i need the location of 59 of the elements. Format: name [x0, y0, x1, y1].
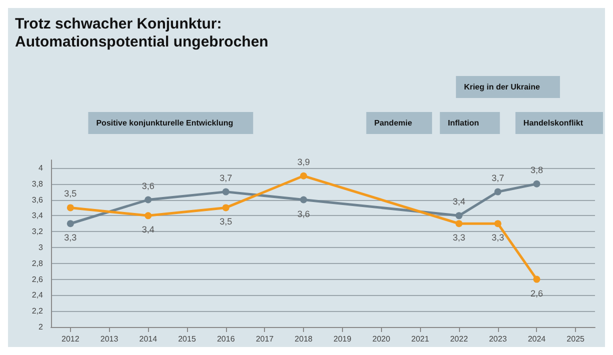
data-label: 3,3 — [452, 232, 466, 243]
x-tick-label: 2024 — [528, 334, 546, 344]
point — [456, 220, 462, 228]
text: Krieg in der Ukraine — [464, 82, 541, 92]
data-label: 3,4 — [452, 196, 466, 207]
point — [66, 204, 74, 212]
point — [144, 196, 152, 204]
data-label: 3,6 — [142, 180, 154, 191]
x-tick-label: 2025 — [566, 334, 586, 344]
data-label: 3,7 — [220, 172, 232, 183]
point — [144, 212, 152, 220]
point — [300, 196, 308, 204]
point — [533, 180, 540, 188]
point — [456, 212, 462, 220]
point — [533, 276, 540, 283]
data-label: 3,4 — [142, 224, 154, 235]
x-tick-label: 2019 — [334, 334, 352, 344]
y-tick-label: 4 — [38, 163, 44, 172]
y-tick-label: 3,2 — [32, 227, 44, 236]
data-label: 3,7 — [492, 172, 504, 183]
data-label: 3,9 — [297, 156, 310, 167]
text: Pandemie — [374, 118, 413, 128]
y-tick-label: 2,2 — [32, 306, 44, 316]
y-tick-label: 3 — [38, 242, 44, 252]
y-tick-label: 2,6 — [32, 274, 44, 284]
data-label: 3,3 — [492, 232, 504, 243]
point — [222, 204, 230, 212]
x-tick-label: 2014 — [139, 334, 158, 344]
data-label: 3,8 — [530, 164, 543, 175]
text: Inflation — [448, 118, 480, 128]
y-tick-label: 3,6 — [32, 195, 44, 204]
x-tick-label: 2018 — [294, 334, 314, 344]
y-tick-label: 3,8 — [32, 179, 44, 188]
x-tick-label: 2016 — [216, 334, 236, 344]
point — [300, 172, 308, 180]
x-tick-label: 2013 — [100, 334, 119, 344]
point — [494, 188, 502, 196]
x-tick-label: 2012 — [62, 334, 80, 344]
x-tick-label: 2021 — [411, 334, 430, 344]
data-label: 3,3 — [64, 232, 77, 243]
x-tick-label: 2023 — [488, 334, 508, 344]
text: Positive konjunkturelle Entwicklung — [96, 118, 234, 128]
x-tick-label: 2017 — [256, 334, 274, 344]
point — [494, 220, 502, 228]
point — [66, 220, 74, 228]
y-tick-label: 2 — [38, 322, 44, 332]
y-tick-label: 2,4 — [32, 290, 44, 300]
x-tick-label: 2015 — [178, 334, 196, 344]
chart-title: Trotz schwacher Konjunktur: Automationspotential ungebrochen — [15, 16, 268, 50]
data-label: 2,6 — [530, 288, 543, 298]
y-tick-label: 2,8 — [32, 258, 44, 268]
x-tick-label: 2022 — [450, 334, 468, 344]
point — [222, 188, 230, 196]
data-label: 3,5 — [64, 188, 77, 199]
text: Handelskonflikt — [523, 118, 584, 128]
data-label: 3,6 — [297, 208, 310, 219]
y-tick-label: 3,4 — [32, 211, 44, 220]
x-tick-label: 2020 — [372, 334, 391, 344]
data-label: 3,5 — [220, 216, 232, 227]
